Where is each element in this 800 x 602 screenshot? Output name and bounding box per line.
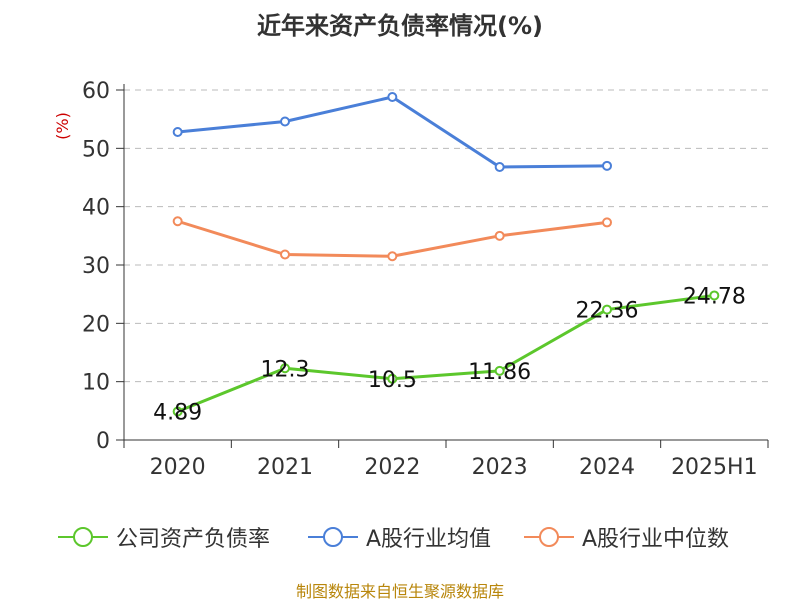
y-tick-label: 0 [96,429,110,454]
y-tick-label: 50 [82,137,110,162]
grid-lines [124,89,768,383]
legend-item-industry-mean[interactable]: A股行业均值 [308,520,491,554]
data-label: 11.86 [468,360,531,385]
data-label: 22.36 [576,299,639,324]
x-tick-label: 2022 [364,455,420,480]
legend-label-company: 公司资产负债率 [116,527,271,552]
axes: 0 10 20 30 40 50 60 2020 2021 2022 2023 2024 2025H1 [82,79,769,480]
data-point[interactable] [602,304,612,315]
y-tick-label: 40 [82,196,110,221]
y-tick-label: 60 [82,79,110,104]
y-tick-label: 20 [82,312,110,337]
legend-item-company[interactable]: 公司资产负债率 [58,520,270,554]
data-point[interactable] [387,373,398,384]
x-tick-label: 2025H1 [671,455,758,480]
data-point[interactable] [387,251,398,262]
y-axis-label: (%) [53,112,72,140]
legend-marker-industry-mean [308,527,358,547]
data-labels: 4.89 12.3 10.5 11.86 22.36 24.78 [153,284,746,425]
data-point[interactable] [602,217,612,228]
legend-label-industry-median: A股行业中位数 [582,527,730,552]
legend-marker-industry-median [524,527,574,547]
legend: 公司资产负债率 A股行业均值 A股行业中位数 [0,520,800,554]
x-tick-label: 2020 [150,455,206,480]
data-point[interactable] [494,162,505,172]
series [172,92,720,417]
data-point[interactable] [494,365,505,376]
x-tick-label: 2023 [472,455,528,480]
x-tick-label: 2021 [257,455,313,480]
legend-item-industry-median[interactable]: A股行业中位数 [524,520,729,554]
x-tick-label: 2024 [579,455,635,480]
series-line [177,95,608,169]
source-note: 制图数据来自恒生聚源数据库 [295,582,504,601]
data-label: 24.78 [683,284,746,309]
data-point[interactable] [172,127,183,137]
data-point[interactable] [494,230,505,241]
y-tick-label: 10 [82,371,110,396]
series-line [177,219,608,258]
data-point[interactable] [172,406,183,417]
chart-title: 近年来资产负债率情况(%) [257,12,543,40]
y-tick-label: 30 [82,254,110,279]
data-point[interactable] [280,363,290,374]
data-label: 12.3 [261,357,310,382]
data-point[interactable] [280,249,290,260]
series-line [177,293,715,413]
legend-marker-company [58,527,108,547]
legend-label-industry-mean: A股行业均值 [366,527,492,552]
data-point[interactable] [172,216,183,227]
data-label: 10.5 [368,368,417,393]
data-point[interactable] [709,290,720,301]
data-point[interactable] [387,92,398,102]
data-point[interactable] [280,116,290,127]
data-label: 4.89 [153,400,202,425]
data-point[interactable] [602,160,612,171]
